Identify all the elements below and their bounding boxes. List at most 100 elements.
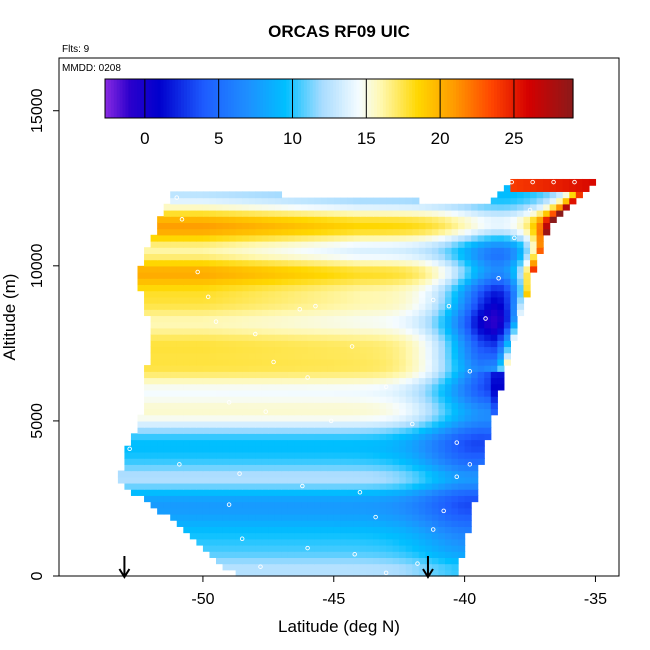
heatmap-cell [248, 408, 256, 416]
colorbar-tick-label: 5 [214, 129, 223, 148]
heatmap-cell [176, 272, 184, 279]
heatmap-cell [261, 470, 269, 478]
heatmap-cell [340, 228, 348, 236]
heatmap-cell [287, 464, 296, 472]
heatmap-cell [274, 526, 283, 534]
heatmap-cell [294, 284, 302, 292]
heatmap-cell [320, 569, 328, 577]
heatmap-cell [340, 383, 348, 391]
heatmap-cell [431, 520, 440, 527]
heatmap-cell [202, 340, 211, 348]
heatmap-cell [314, 414, 322, 422]
heatmap-cell [268, 489, 276, 496]
date-note: MMDD: 0208 [62, 63, 121, 74]
heatmap-cell [444, 501, 453, 509]
heatmap-cell [281, 458, 289, 465]
heatmap-cell [438, 259, 446, 267]
heatmap-cell [255, 340, 263, 348]
heatmap-cell [425, 482, 433, 490]
heatmap-cell [229, 222, 237, 230]
heatmap-cell [163, 222, 171, 230]
heatmap-cell [124, 482, 132, 490]
heatmap-cell [458, 296, 466, 304]
heatmap-cell [438, 228, 446, 236]
heatmap-cell [268, 247, 276, 255]
heatmap-cell [451, 507, 459, 515]
heatmap-cell [307, 216, 315, 223]
heatmap-cell [412, 265, 420, 273]
heatmap-cell [327, 507, 335, 515]
heatmap-cell [425, 396, 433, 403]
heatmap-cell [471, 389, 479, 397]
heatmap-cell [202, 371, 211, 379]
heatmap-cell [530, 228, 538, 236]
heatmap-cell [229, 563, 237, 571]
heatmap-cell [451, 309, 459, 317]
heatmap-cell [248, 296, 256, 304]
heatmap-cell [281, 520, 289, 527]
heatmap-cell [412, 365, 420, 372]
heatmap-cell [301, 470, 309, 478]
heatmap-cell [392, 327, 400, 335]
heatmap-cell [412, 371, 420, 379]
heatmap-cell [314, 557, 322, 565]
heatmap-cell [373, 551, 381, 558]
heatmap-cell [497, 203, 505, 211]
heatmap-cell [307, 482, 315, 490]
heatmap-cell [386, 458, 394, 465]
heatmap-cell [301, 358, 309, 366]
colorbar-swatch [274, 79, 279, 118]
colorbar-swatch [151, 79, 156, 118]
heatmap-cell [523, 272, 531, 279]
heatmap-cell [366, 470, 374, 478]
heatmap-cell [497, 222, 505, 230]
heatmap-cell [255, 476, 263, 484]
heatmap-cell [412, 464, 420, 472]
heatmap-cell [405, 371, 413, 379]
heatmap-cell [294, 507, 302, 515]
heatmap-cell [346, 538, 354, 546]
heatmap-cell [307, 396, 315, 403]
heatmap-cell [242, 272, 250, 279]
heatmap-cell [333, 358, 341, 366]
heatmap-cell [405, 253, 413, 261]
heatmap-cell [189, 340, 197, 348]
heatmap-cell [471, 259, 479, 267]
heatmap-cell [209, 507, 217, 515]
heatmap-cell [431, 234, 440, 242]
heatmap-cell [490, 396, 498, 403]
heatmap-cell [386, 228, 394, 236]
heatmap-cell [392, 408, 400, 416]
colorbar-swatch [494, 79, 498, 118]
heatmap-cell [163, 203, 171, 211]
heatmap-cell [248, 458, 256, 465]
heatmap-cell [366, 216, 374, 223]
heatmap-cell [320, 259, 328, 267]
heatmap-cell [196, 439, 204, 447]
heatmap-cell [189, 290, 197, 298]
heatmap-cell [471, 352, 479, 360]
heatmap-cell [412, 458, 420, 465]
heatmap-cell [458, 228, 466, 236]
heatmap-cell [530, 222, 538, 230]
heatmap-cell [150, 234, 158, 242]
heatmap-cell [477, 346, 485, 354]
heatmap-cell [301, 278, 309, 286]
heatmap-cell [373, 445, 381, 453]
heatmap-cell [333, 247, 341, 255]
heatmap-cell [170, 513, 178, 521]
heatmap-cell [144, 247, 152, 255]
heatmap-cell [392, 507, 400, 515]
heatmap-cell [333, 451, 341, 459]
heatmap-cell [248, 321, 256, 329]
heatmap-cell [242, 222, 250, 230]
heatmap-cell [516, 191, 525, 199]
heatmap-cell [497, 327, 505, 335]
heatmap-cell [183, 513, 191, 521]
heatmap-cell [464, 402, 472, 410]
heatmap-cell [549, 203, 557, 211]
heatmap-cell [209, 470, 217, 478]
heatmap-cell [392, 259, 400, 267]
heatmap-cell [438, 309, 446, 317]
heatmap-cell [301, 216, 309, 223]
